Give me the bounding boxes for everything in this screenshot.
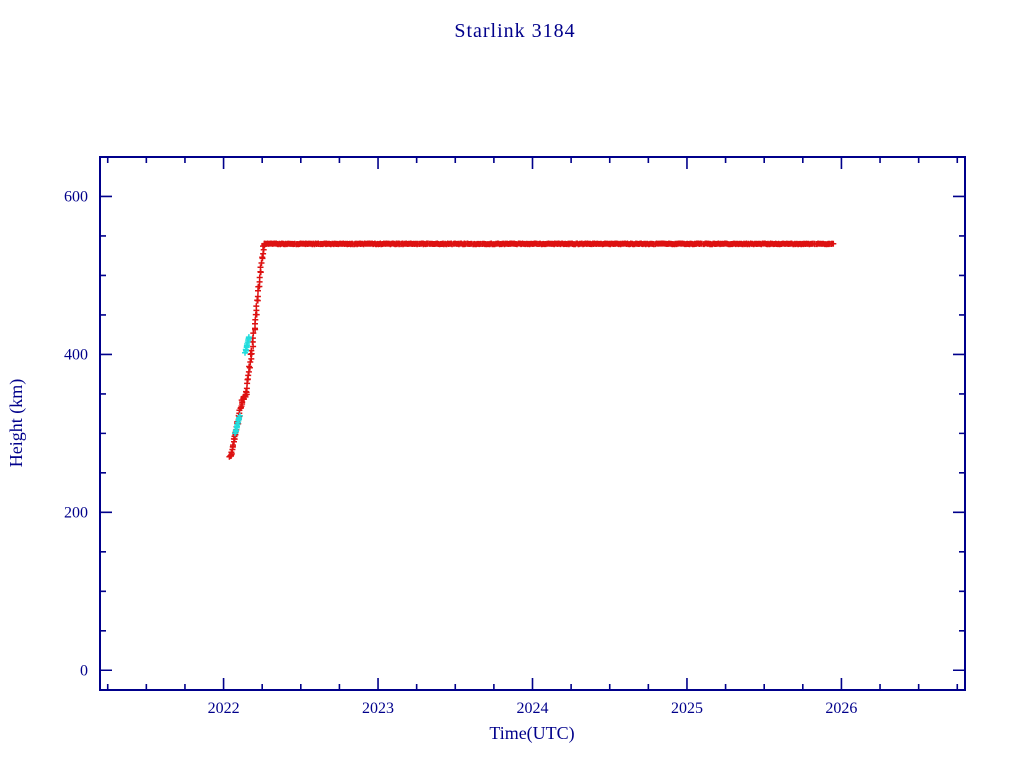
chart-title: Starlink 3184 (454, 20, 575, 42)
plot-area: 2022 2023 2024 2025 2026 0 200 400 600 (64, 156, 966, 717)
x-tick-label: 2023 (362, 700, 394, 717)
series-secondary-track-cyan-low (232, 412, 243, 437)
y-tick-label: 600 (64, 188, 88, 205)
plot-frame (99, 156, 966, 691)
y-tick-label: 0 (80, 662, 88, 679)
x-tick-label: 2026 (825, 700, 857, 717)
x-tick-label: 2022 (208, 700, 240, 717)
series-secondary-track-cyan-high (242, 334, 252, 356)
y-tick-label: 400 (64, 346, 88, 363)
x-tick-label: 2024 (517, 700, 549, 717)
y-tick-label: 200 (64, 504, 88, 521)
x-tick-label: 2025 (671, 700, 703, 717)
axis-ticks (100, 157, 965, 690)
x-axis-label: Time(UTC) (489, 723, 574, 744)
series-operational-orbit-plateau (261, 240, 837, 248)
y-axis-label: Height (km) (6, 379, 27, 467)
